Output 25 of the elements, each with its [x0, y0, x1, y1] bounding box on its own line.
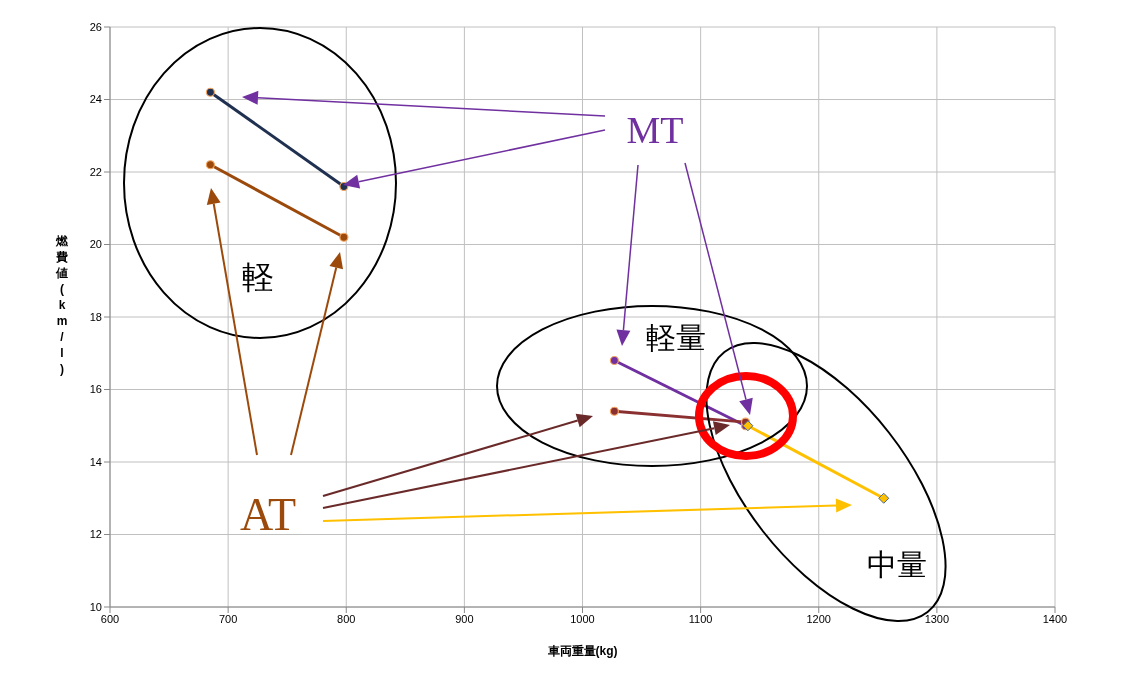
- y-tick-label: 22: [89, 165, 102, 178]
- x-tick-label: 1100: [688, 612, 713, 625]
- x-tick-label: 1000: [570, 612, 595, 625]
- x-tick-label: 800: [337, 612, 356, 625]
- y-tick-label: 10: [89, 600, 102, 613]
- y-tick-label: 20: [89, 238, 102, 251]
- annotation: MT: [626, 109, 684, 151]
- y-tick-label: 24: [89, 93, 102, 106]
- y-tick-label: 26: [89, 20, 102, 33]
- annotation: 軽量: [646, 320, 706, 355]
- annotation: AT: [239, 489, 297, 540]
- x-axis-title: 車両重量(kg): [546, 644, 618, 658]
- x-tick-label: 700: [218, 612, 238, 625]
- y-tick-label: 18: [89, 310, 102, 323]
- x-tick-label: 900: [455, 612, 474, 625]
- text: 燃費値(km/l): [56, 234, 68, 376]
- x-tick-label: 1200: [806, 612, 831, 625]
- y-tick-label: 16: [89, 383, 102, 396]
- x-tick-label: 1400: [1042, 612, 1068, 625]
- y-tick-label: 12: [89, 528, 102, 541]
- annotation: 軽: [242, 258, 274, 296]
- x-tick-label: 1300: [924, 612, 950, 625]
- annotation: 中量: [867, 547, 927, 582]
- x-tick-label: 600: [100, 612, 120, 625]
- y-tick-label: 14: [89, 455, 102, 468]
